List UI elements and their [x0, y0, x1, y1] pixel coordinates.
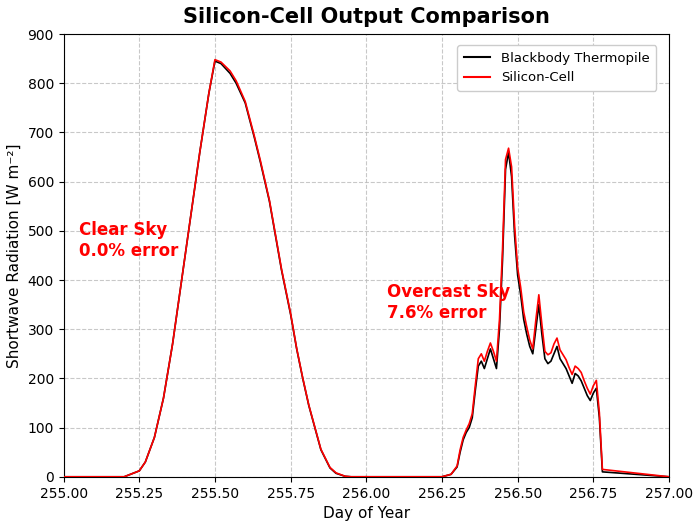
X-axis label: Day of Year: Day of Year	[323, 506, 410, 521]
Y-axis label: Shortwave Radiation [W m⁻²]: Shortwave Radiation [W m⁻²]	[7, 143, 22, 367]
Title: Silicon-Cell Output Comparison: Silicon-Cell Output Comparison	[183, 7, 550, 27]
Legend: Blackbody Thermopile, Silicon-Cell: Blackbody Thermopile, Silicon-Cell	[458, 45, 657, 91]
Text: Overcast Sky
7.6% error: Overcast Sky 7.6% error	[388, 283, 511, 322]
Text: Clear Sky
0.0% error: Clear Sky 0.0% error	[78, 221, 178, 260]
